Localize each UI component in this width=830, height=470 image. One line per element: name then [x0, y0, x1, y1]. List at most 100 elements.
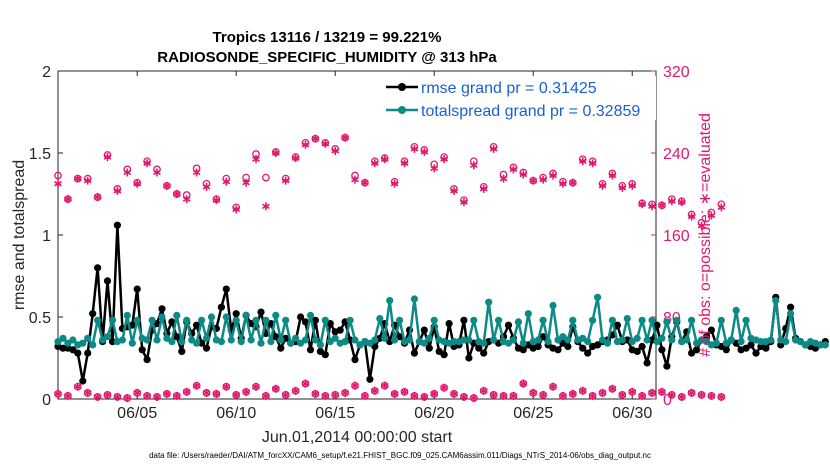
- totalspread-point: [742, 316, 750, 324]
- totalspread-point: [222, 313, 230, 321]
- totalspread-point: [668, 336, 676, 344]
- obs-evaluated-marker: [242, 178, 250, 187]
- obs-low-evaluated-marker: [252, 382, 260, 391]
- obs-evaluated-marker: [341, 133, 349, 142]
- rmse-point: [762, 344, 770, 352]
- legend-totalspread-label: totalspread grand pr = 0.32859: [421, 103, 640, 120]
- obs-evaluated-marker: [519, 170, 528, 179]
- obs-low-evaluated-marker: [460, 392, 468, 401]
- obs-low-evaluated-marker: [628, 387, 637, 396]
- obs-low-evaluated-marker: [83, 388, 92, 397]
- totalspread-point: [267, 338, 275, 346]
- obs-low-evaluated-marker: [133, 388, 142, 397]
- totalspread-point: [717, 316, 725, 324]
- obs-low-evaluated-marker: [172, 391, 181, 400]
- obs-evaluated-marker: [499, 174, 508, 183]
- obs-evaluated-marker: [64, 195, 72, 204]
- rmse-point: [79, 377, 87, 385]
- obs-evaluated-marker: [400, 159, 409, 168]
- rmse-point: [747, 341, 755, 349]
- totalspread-point: [673, 316, 681, 324]
- obs-low-evaluated-marker: [202, 388, 211, 397]
- obs-low-evaluated-marker: [182, 387, 191, 396]
- totalspread-point: [420, 339, 428, 347]
- y-tick-label: 0: [42, 392, 51, 409]
- obs-low-evaluated-marker: [212, 389, 221, 398]
- obs-evaluated-marker: [608, 171, 617, 180]
- obs-low-evaluated-marker: [113, 392, 122, 401]
- obs-evaluated-marker: [697, 221, 706, 230]
- rmse-point: [351, 356, 359, 364]
- obs-evaluated-marker: [301, 140, 310, 149]
- rmse-point: [143, 356, 151, 364]
- totalspread-point: [123, 311, 131, 319]
- obs-evaluated-marker: [598, 181, 607, 190]
- y-right-tick-label: 320: [663, 64, 690, 81]
- rmse-point: [480, 349, 488, 357]
- obs-evaluated-marker: [73, 174, 82, 183]
- obs-low-evaluated-marker: [420, 392, 429, 401]
- obs-evaluated-marker: [717, 203, 726, 212]
- obs-low-evaluated-marker: [648, 388, 656, 397]
- obs-low-evaluated-marker: [717, 392, 726, 401]
- obs-evaluated-marker: [153, 168, 161, 177]
- legend-totalspread-marker: [398, 106, 406, 114]
- rmse-point: [133, 285, 141, 293]
- totalspread-point: [772, 297, 780, 305]
- rmse-point: [198, 339, 206, 347]
- totalspread-point: [227, 336, 235, 344]
- rmse-point: [202, 344, 211, 352]
- totalspread-point: [737, 338, 745, 346]
- obs-evaluated-marker: [182, 195, 191, 204]
- rmse-point: [94, 264, 102, 272]
- totalspread-point: [683, 336, 691, 344]
- totalspread-point: [618, 336, 626, 344]
- rmse-point: [564, 342, 572, 351]
- totalspread-point: [118, 336, 126, 344]
- obs-low-evaluated-marker: [341, 388, 349, 397]
- obs-low-evaluated-marker: [351, 381, 359, 390]
- obs-low-evaluated-marker: [509, 391, 518, 400]
- obs-low-evaluated-marker: [73, 382, 82, 391]
- rmse-point: [633, 347, 641, 355]
- obs-evaluated-marker: [370, 159, 379, 168]
- rmse-point: [693, 346, 701, 354]
- totalspread-point: [316, 341, 324, 349]
- totalspread-point: [450, 338, 458, 346]
- totalspread-point: [79, 339, 87, 347]
- totalspread-point: [524, 310, 532, 318]
- obs-low-evaluated-marker: [658, 387, 666, 396]
- obs-evaluated-marker: [83, 176, 92, 185]
- totalspread-point: [277, 336, 285, 344]
- totalspread-point: [252, 316, 260, 324]
- x-axis-label: Jun.01,2014 00:00:00 start: [262, 429, 453, 446]
- totalspread-point: [658, 334, 666, 342]
- obs-evaluated-marker: [489, 144, 498, 153]
- rmse-point: [89, 310, 97, 318]
- obs-evaluated-marker: [222, 177, 231, 186]
- obs-evaluated-marker: [252, 155, 260, 164]
- rmse-point: [653, 321, 661, 329]
- obs-low-evaluated-marker: [222, 382, 231, 391]
- totalspread-series: [54, 293, 829, 349]
- rmse-point: [425, 344, 433, 352]
- obs-evaluated-marker: [202, 182, 211, 191]
- totalspread-point: [638, 316, 646, 324]
- totalspread-point: [544, 338, 552, 346]
- obs-low-evaluated-marker: [430, 389, 439, 398]
- obs-low-evaluated-marker: [578, 386, 587, 395]
- chart-title: Tropics 13116 / 13219 = 99.221%: [213, 29, 442, 46]
- obs-low-evaluated-marker: [291, 386, 300, 395]
- totalspread-point: [470, 316, 478, 324]
- totalspread-point: [633, 334, 641, 342]
- obs-low-evaluated-marker: [707, 391, 716, 400]
- totalspread-point: [712, 339, 721, 347]
- rmse-point: [277, 344, 285, 352]
- obs-low-evaluated-marker: [281, 390, 290, 399]
- obs-evaluated-marker: [539, 175, 548, 184]
- totalspread-point: [217, 338, 225, 346]
- obs-evaluated-marker: [291, 154, 300, 163]
- chart-subtitle: RADIOSONDE_SPECIFIC_HUMIDITY @ 313 hPa: [157, 49, 497, 66]
- totalspread-point: [143, 336, 151, 344]
- totalspread-point: [173, 311, 181, 319]
